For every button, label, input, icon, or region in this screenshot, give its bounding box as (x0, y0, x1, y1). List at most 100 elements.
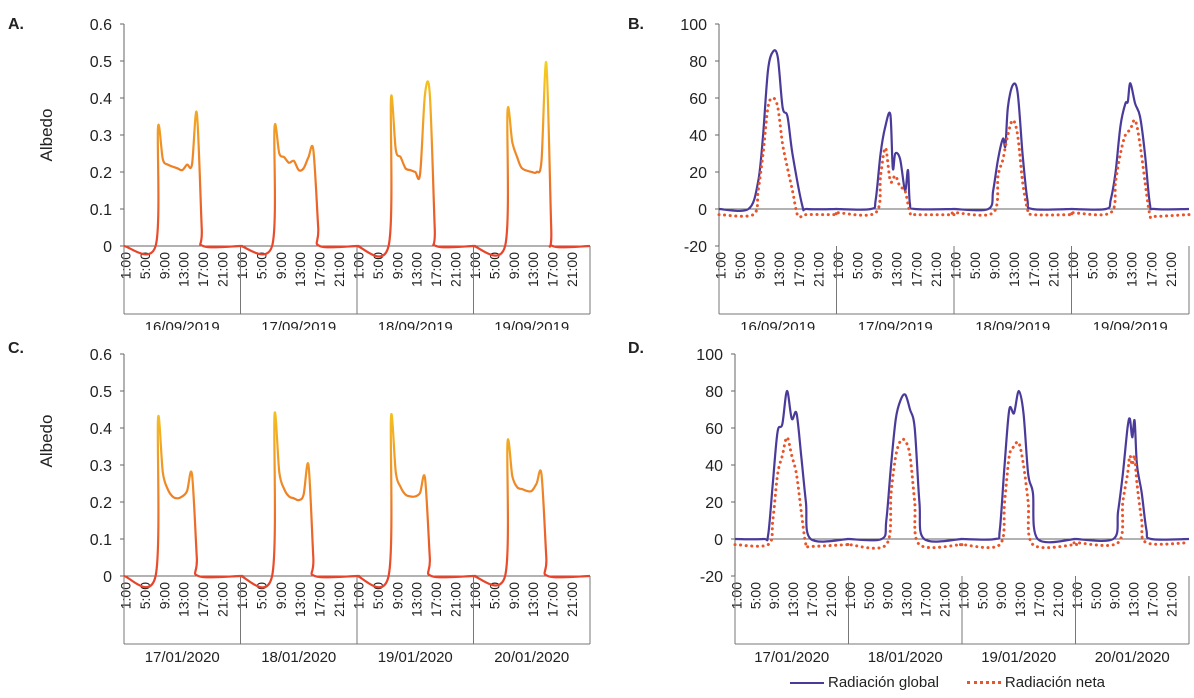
hour-tick-label: 13:00 (1006, 252, 1022, 287)
hour-tick-label: 17:00 (428, 582, 444, 617)
y-tick-label: 80 (705, 384, 723, 401)
hour-tick-label: 5:00 (253, 252, 269, 279)
day-label: 18/09/2019 (975, 319, 1050, 330)
y-tick-label: 0.4 (90, 421, 112, 438)
hour-tick-label: 5:00 (1085, 252, 1101, 279)
legend-label-neta: Radiación neta (1004, 674, 1105, 691)
y-tick-label: 20 (705, 495, 723, 512)
hour-tick-label: 17:00 (1143, 252, 1159, 287)
hour-tick-label: 9:00 (1107, 582, 1123, 609)
hour-tick-label: 9:00 (993, 582, 1009, 609)
hour-tick-label: 21:00 (215, 582, 231, 617)
hour-tick-label: 17:00 (1026, 252, 1042, 287)
hour-tick-label: 1:00 (1069, 582, 1085, 609)
hour-tick-label: 17:00 (312, 582, 328, 617)
legend-item-global: Radiación global (790, 674, 939, 691)
hour-tick-label: 1:00 (234, 252, 250, 279)
hour-tick-label: 17:00 (545, 582, 561, 617)
panel-label-b: B. (628, 16, 644, 33)
y-tick-label: 100 (696, 347, 723, 364)
albedo-series-line (123, 61, 591, 258)
hour-tick-label: 5:00 (974, 582, 990, 609)
hour-tick-label: 1:00 (955, 582, 971, 609)
y-tick-label: 0.3 (90, 128, 112, 145)
hour-tick-label: 21:00 (936, 582, 952, 617)
y-tick-label: 0.1 (90, 532, 112, 549)
y-tick-label: -20 (684, 239, 707, 256)
hour-tick-label: 1:00 (467, 252, 483, 279)
hour-tick-label: 9:00 (987, 252, 1003, 279)
hour-tick-label: 17:00 (791, 252, 807, 287)
hour-tick-label: 17:00 (312, 252, 328, 287)
y-tick-label: 0.4 (90, 91, 112, 108)
hour-tick-label: 1:00 (712, 252, 728, 279)
hour-tick-label: 9:00 (156, 252, 172, 279)
y-tick-label: 0 (714, 532, 723, 549)
net-radiation-line (717, 96, 1191, 220)
hour-tick-label: 9:00 (506, 582, 522, 609)
legend-swatch-global (790, 681, 824, 684)
hour-tick-label: 13:00 (409, 252, 425, 287)
hour-tick-label: 13:00 (525, 582, 541, 617)
hour-tick-label: 1:00 (1065, 252, 1081, 279)
hour-tick-label: 17:00 (195, 582, 211, 617)
hour-tick-label: 9:00 (273, 252, 289, 279)
hour-tick-label: 13:00 (409, 582, 425, 617)
legend-item-neta: Radiación neta (966, 674, 1105, 691)
day-label: 16/09/2019 (740, 319, 815, 330)
net-radiation-line (733, 435, 1191, 550)
hour-tick-label: 17:00 (1031, 582, 1047, 617)
day-label: 18/01/2020 (261, 649, 336, 666)
hour-tick-label: 21:00 (1045, 252, 1061, 287)
day-label: 18/01/2020 (868, 649, 943, 666)
hour-tick-label: 13:00 (1012, 582, 1028, 617)
y-tick-label: 60 (689, 91, 707, 108)
y-tick-label: 0 (103, 239, 112, 256)
hour-tick-label: 21:00 (564, 252, 580, 287)
hour-tick-label: 9:00 (389, 582, 405, 609)
day-label: 19/01/2020 (378, 649, 453, 666)
day-label: 20/01/2020 (1095, 649, 1170, 666)
day-label: 17/01/2020 (145, 649, 220, 666)
y-tick-label: 20 (689, 165, 707, 182)
hour-tick-label: 21:00 (331, 582, 347, 617)
y-axis-label: Albedo (37, 109, 56, 162)
hour-tick-label: 13:00 (899, 582, 915, 617)
hour-tick-label: 13:00 (771, 252, 787, 287)
hour-tick-label: 17:00 (918, 582, 934, 617)
hour-tick-label: 5:00 (1088, 582, 1104, 609)
hour-tick-label: 1:00 (947, 252, 963, 279)
hour-tick-label: 13:00 (785, 582, 801, 617)
day-label: 16/09/2019 (145, 319, 220, 330)
y-tick-label: 0.2 (90, 165, 112, 182)
legend-swatch-neta (966, 681, 1001, 684)
hour-tick-label: 21:00 (331, 252, 347, 287)
hour-tick-label: 13:00 (292, 252, 308, 287)
y-tick-label: 100 (680, 17, 707, 34)
day-label: 19/09/2019 (494, 319, 569, 330)
hour-tick-label: 21:00 (564, 582, 580, 617)
hour-tick-label: 1:00 (350, 582, 366, 609)
hour-tick-label: 9:00 (389, 252, 405, 279)
y-tick-label: 0.5 (90, 54, 112, 71)
y-tick-label: 40 (689, 128, 707, 145)
y-tick-label: 0.1 (90, 202, 112, 219)
hour-tick-label: 17:00 (428, 252, 444, 287)
hour-tick-label: 17:00 (195, 252, 211, 287)
day-label: 20/01/2020 (494, 649, 569, 666)
hour-tick-label: 13:00 (292, 582, 308, 617)
day-label: 17/01/2020 (754, 649, 829, 666)
global-radiation-line (718, 49, 1190, 213)
hour-tick-label: 13:00 (1124, 252, 1140, 287)
hour-tick-label: 5:00 (370, 252, 386, 279)
y-tick-label: 0.6 (90, 347, 112, 364)
hour-tick-label: 21:00 (215, 252, 231, 287)
hour-tick-label: 13:00 (525, 252, 541, 287)
hour-tick-label: 17:00 (1145, 582, 1161, 617)
hour-tick-label: 21:00 (448, 252, 464, 287)
y-tick-label: 0 (103, 569, 112, 586)
